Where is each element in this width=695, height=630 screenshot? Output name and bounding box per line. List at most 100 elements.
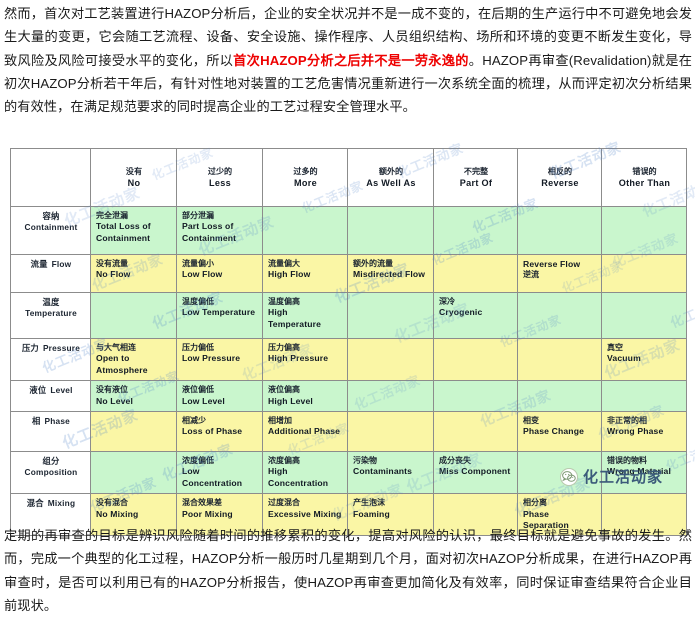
deviation-cell-en: Low Concentration bbox=[182, 466, 243, 488]
deviation-cell-cn: 混合效果差 bbox=[182, 498, 222, 508]
column-header-as-well-as: 额外的 As Well As bbox=[347, 148, 434, 207]
deviation-cell: 额外的流量 Misdirected Flow bbox=[347, 254, 434, 293]
deviation-cell-cn: 错误的物料 bbox=[607, 456, 647, 466]
deviation-cell-en: Open to Atmosphere bbox=[96, 353, 148, 375]
deviation-cell: 相变 Phase Change bbox=[517, 411, 602, 453]
deviation-cell bbox=[262, 206, 348, 255]
deviation-cell: 压力偏高 High Pressure bbox=[262, 337, 348, 382]
row-header-en: Pressure bbox=[42, 343, 81, 353]
deviation-cell bbox=[347, 292, 434, 339]
wechat-account-badge[interactable]: 化工活动家 bbox=[560, 466, 663, 487]
deviation-cell bbox=[517, 292, 602, 339]
deviation-cell-cn: 没有混合 bbox=[96, 498, 128, 508]
deviation-cell-cn: 温度偏低 bbox=[182, 297, 214, 306]
deviation-cell-cn: 相减少 bbox=[182, 416, 206, 426]
row-header-cn: 压力 bbox=[21, 343, 39, 353]
deviation-cell-en: Low Temperature bbox=[182, 307, 256, 318]
deviation-cell-en: Phase Separation bbox=[523, 508, 569, 531]
column-header-cn: 相反的 bbox=[547, 166, 573, 176]
deviation-cell-cn: 完全泄漏 bbox=[96, 211, 128, 220]
row-header-cn: 相 bbox=[32, 416, 41, 427]
deviation-cell-en: High Pressure bbox=[268, 353, 329, 364]
deviation-cell bbox=[433, 337, 518, 382]
deviation-cell-cn: 相增加 bbox=[268, 416, 292, 426]
deviation-cell bbox=[90, 411, 177, 453]
deviation-cell-cn: 产生泡沫 bbox=[353, 498, 385, 508]
deviation-cell-cn: 浓度偏高 bbox=[268, 456, 300, 466]
deviation-cell bbox=[517, 206, 602, 255]
deviation-cell: 深冷 Cryogenic bbox=[433, 292, 518, 339]
deviation-cell: 真空 Vacuum bbox=[601, 337, 687, 382]
deviation-cell: 成分丧失 Miss Component bbox=[433, 451, 518, 495]
row-header-flow: 流量 Flow bbox=[10, 254, 91, 293]
deviation-cell-cn: 相变 bbox=[523, 416, 539, 426]
column-header-en: Less bbox=[209, 177, 231, 188]
deviation-cell: Reverse Flow 逆流 bbox=[517, 254, 602, 293]
deviation-cell-cn: 成分丧失 bbox=[439, 456, 471, 466]
row-header-level: 液位 Level bbox=[10, 380, 91, 413]
row-header-containment: 容纳 Containment bbox=[10, 206, 91, 255]
row-header-en: Mixing bbox=[47, 498, 76, 509]
deviation-cell bbox=[90, 292, 177, 339]
deviation-cell: 污染物 Contaminants bbox=[347, 451, 434, 495]
table-corner-cell bbox=[10, 148, 91, 207]
wechat-account-name: 化工活动家 bbox=[583, 468, 664, 486]
deviation-cell-en: Total Loss of Containment bbox=[96, 221, 151, 243]
deviation-cell bbox=[433, 206, 518, 255]
deviation-cell-cn: 与大气相连 bbox=[96, 343, 136, 352]
table-row: 压力 Pressure 与大气相连 Open to Atmosphere 压力偏低 Low… bbox=[10, 337, 687, 382]
deviation-cell-en: No Level bbox=[96, 395, 134, 406]
table-row: 流量 Flow 没有流量 No Flow 流量偏小 Low Flow 流量偏大 High Fl… bbox=[10, 254, 687, 293]
deviation-cell: 流量偏小 Low Flow bbox=[176, 254, 263, 293]
deviation-cell: 相减少 Loss of Phase bbox=[176, 411, 263, 453]
deviation-cell bbox=[433, 411, 518, 453]
hazop-guideword-table-wrapper: 没有 No 过少的 Less 过多的 More 额外的 As Well As 不完整 Part O… bbox=[10, 148, 687, 537]
deviation-cell-en: Reverse Flow bbox=[523, 259, 581, 269]
row-header-cn: 温度 bbox=[42, 297, 60, 307]
deviation-cell bbox=[517, 451, 602, 495]
deviation-cell: 非正常的相 Wrong Phase bbox=[601, 411, 687, 453]
row-header-en: Phase bbox=[44, 416, 70, 427]
deviation-cell bbox=[90, 451, 177, 495]
deviation-cell-cn: 液位偏低 bbox=[182, 385, 214, 395]
deviation-cell bbox=[347, 380, 434, 413]
column-header-en: Part Of bbox=[459, 177, 493, 188]
row-header-cn: 容纳 bbox=[42, 211, 60, 221]
closing-paragraph: 定期的再审查的目标是辨识风险随着时间的推移累积的变化，提高对风险的认识，最终目标… bbox=[4, 528, 692, 613]
deviation-cell-en: No Mixing bbox=[96, 508, 139, 519]
column-header-en: Other Than bbox=[618, 177, 671, 188]
row-header-temperature: 温度 Temperature bbox=[10, 292, 91, 339]
deviation-cell: 温度偏高 High Temperature bbox=[262, 292, 348, 339]
column-header-more: 过多的 More bbox=[262, 148, 348, 207]
deviation-cell-cn: 部分泄漏 bbox=[182, 211, 214, 220]
row-header-cn: 液位 bbox=[29, 385, 47, 396]
row-header-composition: 组分 Composition bbox=[10, 451, 91, 495]
deviation-cell-en: Additional Phase bbox=[268, 426, 341, 437]
intro-paragraph: 然而，首次对工艺装置进行HAZOP分析后，企业的安全状况并不是一成不变的，在后期… bbox=[4, 2, 692, 118]
deviation-cell-cn: 压力偏低 bbox=[182, 343, 214, 352]
row-header-en: Containment bbox=[24, 221, 78, 232]
row-header-cn: 流量 bbox=[30, 259, 48, 269]
deviation-cell bbox=[601, 292, 687, 339]
highlighted-text-1: 首次HAZOP分析之后并不是一劳永逸的 bbox=[233, 52, 469, 68]
deviation-cell: 没有流量 No Flow bbox=[90, 254, 177, 293]
deviation-cell-en: Vacuum bbox=[607, 353, 641, 364]
deviation-cell-cn: 深冷 bbox=[439, 297, 455, 306]
deviation-cell-en: Wrong Phase bbox=[607, 426, 664, 437]
deviation-cell bbox=[347, 206, 434, 255]
deviation-cell-en: Phase Change bbox=[523, 426, 585, 437]
deviation-cell-cn: 非正常的相 bbox=[607, 416, 647, 426]
table-row: 容纳 Containment 完全泄漏 Total Loss of Containme… bbox=[10, 206, 687, 255]
deviation-cell-cn: 流量偏小 bbox=[182, 259, 214, 268]
deviation-cell-cn: 没有流量 bbox=[96, 259, 128, 268]
deviation-cell-en: Poor Mixing bbox=[182, 508, 233, 519]
deviation-cell: 流量偏大 High Flow bbox=[262, 254, 348, 293]
deviation-cell-cn: 压力偏高 bbox=[268, 343, 300, 352]
deviation-cell-cn: 逆流 bbox=[523, 270, 539, 280]
row-header-en: Flow bbox=[51, 259, 72, 269]
table-row: 组分 Composition 浓度偏低 Low Concentration 浓度偏高 Hi… bbox=[10, 451, 687, 495]
column-header-en: No bbox=[127, 177, 141, 188]
deviation-cell: 液位偏低 Low Level bbox=[176, 380, 263, 413]
column-header-reverse: 相反的 Reverse bbox=[517, 148, 602, 207]
